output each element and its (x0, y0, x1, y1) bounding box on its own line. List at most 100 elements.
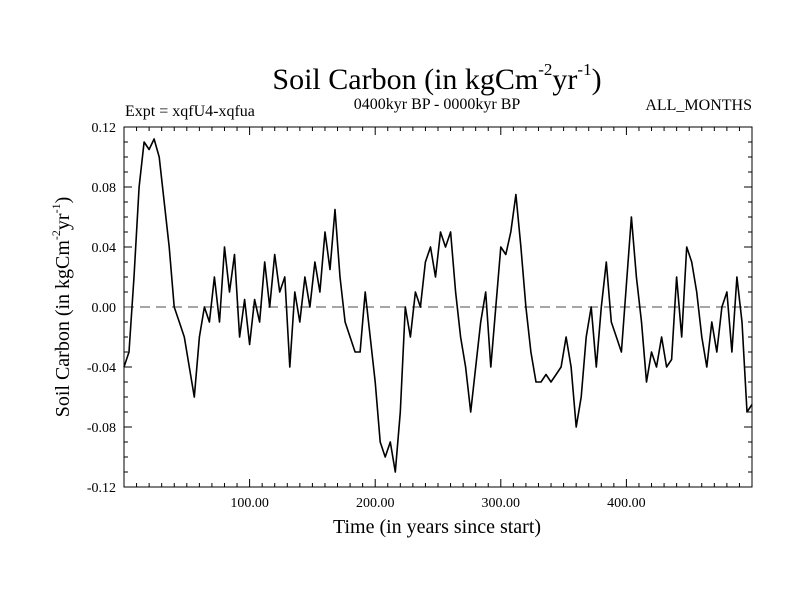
data-point (500, 246, 502, 248)
data-point (354, 351, 356, 353)
data-point (665, 366, 668, 368)
data-point (615, 336, 617, 338)
data-point (399, 411, 401, 413)
data-point (183, 336, 185, 338)
data-point (213, 276, 216, 278)
y-tick-label: -0.12 (87, 481, 116, 496)
y-tick-label: -0.08 (87, 421, 116, 436)
data-point (424, 261, 427, 263)
data-point (640, 321, 643, 323)
subtitle-experiment: Expt = xqfU4-xqfua (125, 103, 255, 120)
data-point (510, 231, 512, 233)
data-point (741, 321, 743, 323)
data-point (153, 138, 155, 140)
y-axis-label: Soil Carbon (in kgCm-2yr-1) (49, 197, 74, 418)
data-point (143, 141, 145, 143)
data-point (173, 306, 175, 308)
data-point (429, 246, 432, 248)
data-point (580, 396, 582, 398)
data-point (575, 426, 577, 428)
data-point (444, 246, 447, 248)
data-point (349, 336, 351, 338)
data-point (655, 366, 658, 368)
y-tick-label: -0.04 (87, 361, 116, 376)
plot-frame (123, 126, 753, 488)
data-point (319, 291, 321, 293)
data-point (721, 306, 723, 308)
x-axis-label: Time (in years since start) (333, 516, 541, 538)
data-point (369, 336, 371, 338)
data-point (676, 276, 678, 278)
data-point (490, 366, 492, 368)
data-point (259, 321, 261, 323)
data-point (550, 381, 552, 383)
data-point (635, 276, 638, 278)
data-point (218, 321, 221, 323)
data-point (128, 351, 130, 353)
data-point (691, 261, 693, 263)
y-tick-label: 0.12 (92, 121, 117, 136)
data-point (736, 276, 738, 278)
data-point (208, 321, 211, 323)
data-point (264, 261, 266, 263)
data-point (645, 381, 648, 383)
data-point (570, 366, 572, 368)
data-point (470, 411, 472, 413)
data-point (324, 231, 326, 233)
data-point (585, 336, 587, 338)
data-point (590, 306, 592, 308)
data-point (650, 351, 653, 353)
data-point (344, 321, 346, 323)
data-point (254, 298, 256, 301)
data-point (505, 253, 507, 256)
y-tick-label: 0.04 (92, 241, 117, 256)
data-point (203, 306, 205, 308)
data-point (223, 246, 226, 248)
data-point (681, 336, 683, 338)
data-point (148, 148, 150, 151)
data-point (495, 306, 497, 308)
data-point (304, 276, 306, 278)
data-point (706, 366, 708, 368)
data-point (686, 246, 688, 248)
data-point (555, 373, 557, 376)
data-point (545, 373, 547, 376)
data-point (274, 253, 276, 256)
data-point (449, 231, 452, 233)
data-point (133, 276, 135, 278)
data-point (138, 186, 140, 188)
data-point (379, 441, 381, 443)
data-point (409, 336, 411, 338)
data-point (329, 268, 331, 271)
data-point (565, 336, 567, 338)
data-point (696, 291, 698, 293)
data-point (540, 381, 542, 383)
data-point (178, 321, 180, 323)
chart-title: Soil Carbon (in kgCm-2yr-1) (272, 60, 601, 96)
x-tick-label: 100.00 (230, 496, 269, 511)
data-point (188, 366, 190, 368)
data-point (233, 253, 236, 256)
data-point (515, 193, 517, 196)
data-point (168, 246, 170, 248)
data-point (475, 366, 477, 368)
data-point (465, 366, 467, 368)
data-point (384, 456, 386, 458)
data-point (198, 336, 200, 338)
data-point (279, 291, 281, 293)
data-point (284, 276, 286, 278)
data-point (595, 366, 597, 368)
data-point (716, 351, 718, 353)
data-point (228, 291, 231, 293)
data-point (460, 336, 462, 338)
data-point (530, 351, 532, 353)
axis-ticks (124, 126, 752, 488)
data-point (334, 208, 336, 211)
y-tick-label: 0.08 (92, 181, 117, 196)
data-point (625, 283, 628, 286)
data-point (620, 351, 622, 353)
data-point (610, 321, 612, 323)
data-point (389, 441, 391, 443)
data-point (434, 276, 437, 278)
